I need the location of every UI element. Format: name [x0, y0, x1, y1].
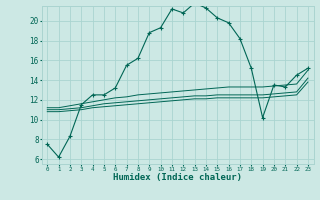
X-axis label: Humidex (Indice chaleur): Humidex (Indice chaleur)	[113, 173, 242, 182]
